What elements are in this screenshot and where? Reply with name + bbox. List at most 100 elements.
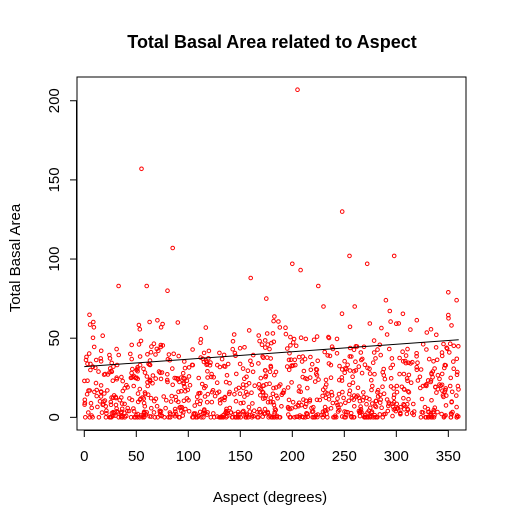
data-point xyxy=(373,404,379,410)
data-point xyxy=(398,411,403,417)
data-point xyxy=(129,370,134,376)
data-point xyxy=(418,415,424,420)
data-point xyxy=(127,396,132,401)
data-point xyxy=(378,397,384,402)
data-point xyxy=(285,385,291,390)
data-point xyxy=(397,371,402,377)
data-point xyxy=(113,402,119,408)
data-point xyxy=(85,378,90,384)
data-point xyxy=(272,372,277,378)
data-point xyxy=(90,415,95,420)
data-point xyxy=(342,358,347,364)
data-point xyxy=(83,357,89,363)
data-point xyxy=(91,344,97,350)
data-point xyxy=(203,325,209,330)
data-point xyxy=(398,404,403,410)
data-point xyxy=(84,391,90,397)
data-point xyxy=(325,391,330,396)
data-point xyxy=(404,376,410,381)
data-point xyxy=(283,325,288,331)
data-point xyxy=(381,412,387,417)
data-point xyxy=(257,338,262,344)
data-point xyxy=(373,356,378,361)
data-point xyxy=(219,415,225,420)
data-point xyxy=(137,362,143,368)
data-point xyxy=(165,372,170,377)
data-point xyxy=(441,341,446,347)
data-point xyxy=(231,332,237,337)
data-point xyxy=(186,409,192,414)
data-point xyxy=(204,362,209,368)
data-point xyxy=(242,394,247,399)
data-point xyxy=(107,370,112,375)
data-point xyxy=(384,397,390,402)
data-point xyxy=(454,415,460,420)
data-point xyxy=(358,350,364,355)
data-point xyxy=(271,385,276,391)
data-point xyxy=(429,398,434,403)
data-point xyxy=(289,406,294,411)
data-point xyxy=(116,352,121,358)
data-point xyxy=(379,405,384,411)
data-point xyxy=(222,397,227,403)
data-point xyxy=(287,350,292,356)
data-point xyxy=(166,415,171,420)
data-point xyxy=(286,412,291,417)
data-point xyxy=(354,394,359,400)
data-point xyxy=(325,353,331,358)
data-point xyxy=(391,399,397,405)
data-point xyxy=(387,308,393,314)
data-point xyxy=(388,319,393,324)
data-point xyxy=(451,366,457,372)
data-point xyxy=(370,383,375,389)
x-tick-label: 100 xyxy=(176,448,201,465)
data-point xyxy=(182,384,187,390)
y-tick-label: 100 xyxy=(46,247,63,272)
data-point xyxy=(271,339,277,345)
data-point xyxy=(257,406,262,412)
data-point xyxy=(250,369,256,375)
data-point xyxy=(155,415,160,420)
data-point xyxy=(431,359,436,364)
data-point xyxy=(151,410,157,415)
data-point xyxy=(235,415,241,420)
data-point xyxy=(209,389,215,395)
data-point xyxy=(142,370,148,375)
data-point xyxy=(424,382,429,387)
data-point xyxy=(268,356,274,361)
data-point xyxy=(250,401,255,406)
data-point xyxy=(171,351,176,357)
data-point xyxy=(183,406,188,412)
data-point xyxy=(356,364,362,369)
data-point xyxy=(260,354,265,359)
data-point xyxy=(401,371,407,377)
data-point xyxy=(158,342,164,348)
data-point xyxy=(202,385,207,391)
data-point xyxy=(288,343,293,348)
data-point xyxy=(343,400,348,406)
data-point xyxy=(401,395,406,401)
data-point xyxy=(99,410,105,415)
data-point xyxy=(431,415,437,420)
data-point xyxy=(262,395,268,401)
data-point xyxy=(380,370,386,375)
data-point xyxy=(262,368,268,373)
data-point xyxy=(369,387,374,393)
data-point xyxy=(265,399,271,405)
data-point xyxy=(449,399,455,404)
data-point xyxy=(276,319,281,324)
data-point xyxy=(364,401,369,407)
data-point xyxy=(131,406,136,411)
data-point xyxy=(111,410,117,416)
data-point xyxy=(444,345,449,351)
data-point xyxy=(251,408,257,414)
data-point xyxy=(446,316,451,321)
data-point xyxy=(448,415,454,420)
data-point xyxy=(310,415,315,420)
data-point xyxy=(129,375,134,380)
data-point xyxy=(350,374,355,380)
data-point xyxy=(163,405,168,411)
data-point xyxy=(164,397,169,403)
data-point xyxy=(94,393,99,399)
data-point xyxy=(424,347,429,352)
